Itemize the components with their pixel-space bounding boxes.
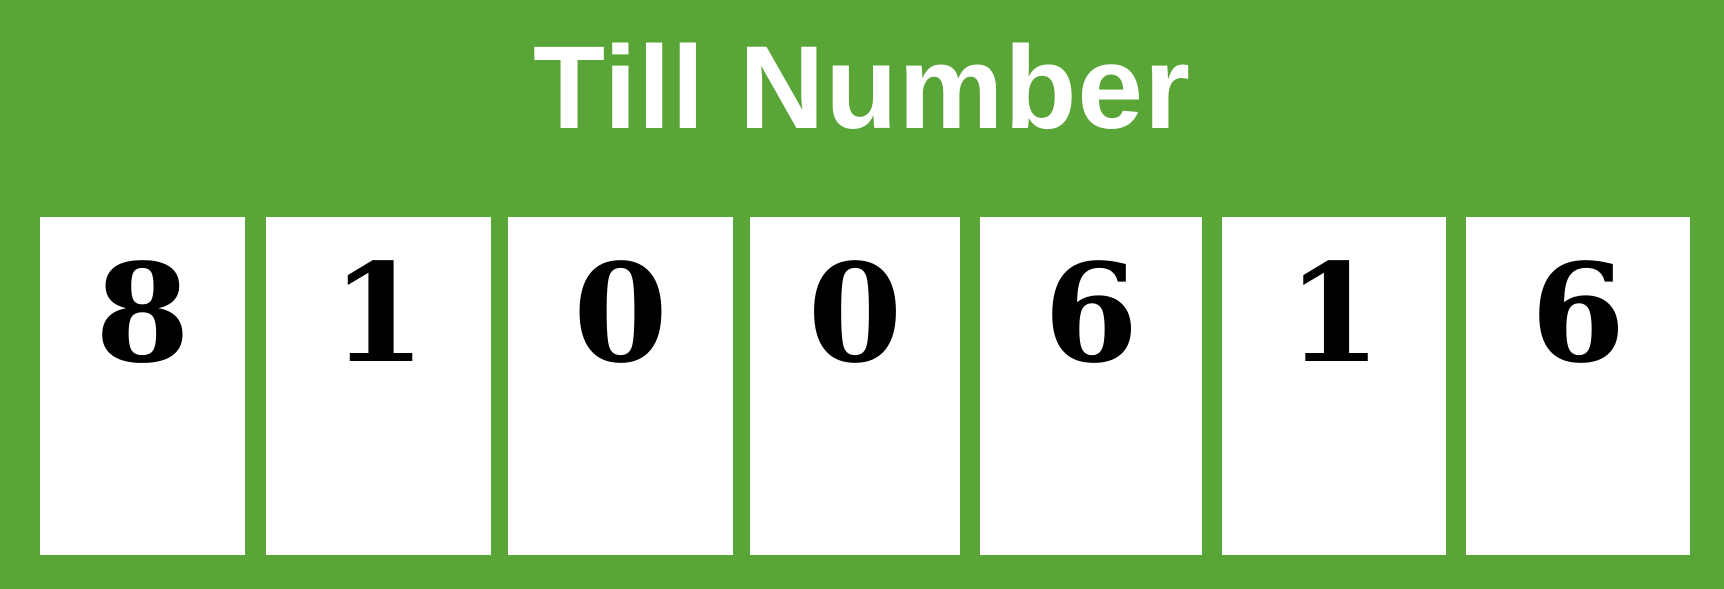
till-number-title: Till Number — [533, 22, 1191, 154]
digit-box-5: 6 — [980, 217, 1202, 555]
digit-box-1: 8 — [40, 217, 245, 555]
digit-7: 6 — [1530, 234, 1626, 394]
digit-3: 0 — [573, 234, 668, 394]
digit-box-7: 6 — [1466, 217, 1690, 555]
digit-box-4: 0 — [750, 217, 960, 555]
digit-box-2: 1 — [266, 217, 491, 555]
digit-box-6: 1 — [1222, 217, 1446, 555]
digit-4: 0 — [807, 234, 903, 394]
digit-1: 8 — [95, 234, 190, 394]
digit-2: 1 — [331, 234, 426, 394]
digit-5: 6 — [1043, 234, 1139, 394]
digit-box-3: 0 — [508, 217, 733, 555]
digit-6: 1 — [1286, 234, 1382, 394]
